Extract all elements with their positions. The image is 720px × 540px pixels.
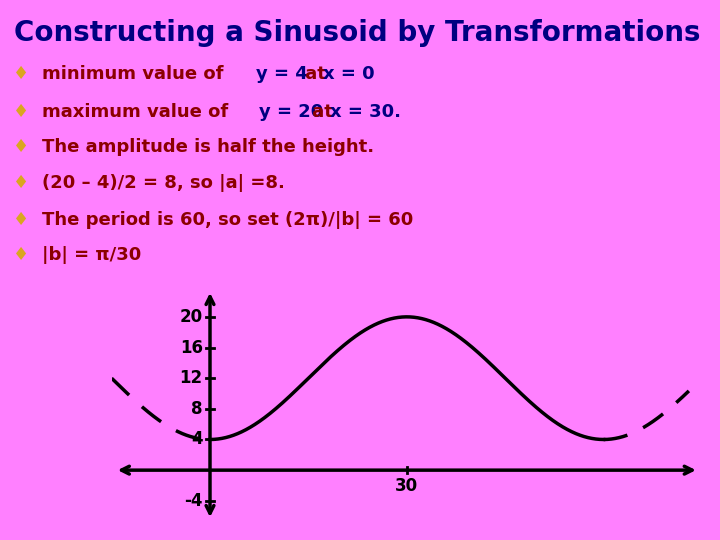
Text: 30: 30 (395, 477, 418, 495)
Text: (20 – 4)/2 = 8, so |a| =8.: (20 – 4)/2 = 8, so |a| =8. (42, 174, 284, 192)
Text: x = 30.: x = 30. (330, 103, 401, 120)
Text: minimum value of: minimum value of (42, 65, 230, 83)
Text: ♦: ♦ (13, 138, 29, 156)
Text: ♦: ♦ (13, 103, 29, 120)
Text: at: at (299, 65, 332, 83)
Text: -4: -4 (184, 492, 203, 510)
Text: maximum value of: maximum value of (42, 103, 234, 120)
Text: 16: 16 (180, 339, 203, 356)
Text: at: at (306, 103, 339, 120)
Text: y = 4: y = 4 (256, 65, 307, 83)
Text: ♦: ♦ (13, 246, 29, 264)
Text: y = 20: y = 20 (259, 103, 323, 120)
Text: 8: 8 (192, 400, 203, 418)
Text: 12: 12 (180, 369, 203, 387)
Text: 20: 20 (180, 308, 203, 326)
Text: The period is 60, so set (2π)/|b| = 60: The period is 60, so set (2π)/|b| = 60 (42, 211, 413, 228)
Text: 4: 4 (191, 430, 203, 449)
Text: |b| = π/30: |b| = π/30 (42, 246, 141, 264)
Text: x = 0: x = 0 (323, 65, 374, 83)
Text: ♦: ♦ (13, 65, 29, 83)
Text: ♦: ♦ (13, 211, 29, 228)
Text: ♦: ♦ (13, 174, 29, 192)
Text: Constructing a Sinusoid by Transformations: Constructing a Sinusoid by Transformatio… (14, 19, 701, 47)
Text: The amplitude is half the height.: The amplitude is half the height. (42, 138, 374, 156)
